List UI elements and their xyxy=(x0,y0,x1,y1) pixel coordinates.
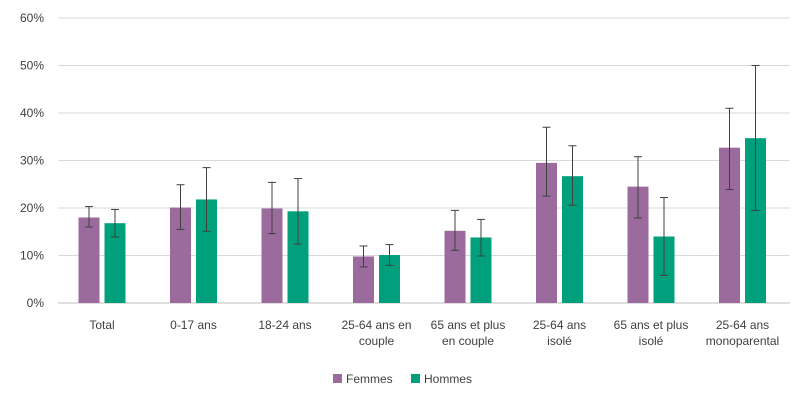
error-bar xyxy=(268,181,276,235)
bar-hommes xyxy=(379,255,400,303)
bar-hommes xyxy=(745,138,766,303)
error-bar xyxy=(385,244,394,266)
bar-femmes xyxy=(536,162,557,303)
x-tick-label: 25-64 ans en couple xyxy=(341,318,411,348)
bar-hommes xyxy=(196,199,217,303)
legend-swatch xyxy=(411,374,420,383)
bar-hommes xyxy=(470,237,492,303)
bar-hommes xyxy=(287,211,309,303)
legend: Femmes Hommes xyxy=(333,372,472,386)
x-tick-label: 0-17 ans xyxy=(170,318,217,332)
bar-hommes xyxy=(104,223,126,303)
bar-femmes xyxy=(78,217,100,303)
error-bar xyxy=(451,209,459,251)
y-tick-label: 0% xyxy=(27,296,45,310)
error-bar xyxy=(85,206,93,228)
error-bar xyxy=(660,197,668,276)
x-axis: Total 0-17 ans 18-24 ans 25-64 ans en couple… xyxy=(89,318,779,348)
error-bar xyxy=(725,107,734,190)
error-bar xyxy=(111,208,119,238)
x-tick-label: 18-24 ans xyxy=(258,318,311,332)
bar-femmes xyxy=(627,186,649,303)
y-axis: 0% 10% 20% 30% 40% 50% 60% xyxy=(20,11,44,310)
error-bar xyxy=(202,167,211,232)
x-tick-label: 25-64 ans isolé xyxy=(533,318,586,348)
error-bar xyxy=(359,245,368,268)
legend-label: Femmes xyxy=(346,372,393,386)
error-bar xyxy=(477,218,485,257)
y-tick-label: 10% xyxy=(20,249,44,263)
x-tick-label: 65 ans et plus isolé xyxy=(614,318,689,348)
error-bar xyxy=(634,156,642,219)
legend-label: Hommes xyxy=(424,372,472,386)
y-tick-label: 40% xyxy=(20,106,44,120)
bar-femmes xyxy=(353,256,374,303)
error-bar xyxy=(294,178,302,245)
plot-area xyxy=(78,138,766,303)
bar-femmes xyxy=(261,208,283,303)
legend-item-femmes: Femmes xyxy=(333,372,393,386)
bar-femmes xyxy=(444,230,466,303)
y-tick-label: 60% xyxy=(20,11,44,25)
error-bars xyxy=(85,65,760,276)
error-bar xyxy=(542,126,551,197)
grid xyxy=(58,17,790,304)
x-tick-label: 25-64 ans monoparental xyxy=(706,318,779,348)
error-bar xyxy=(176,184,185,230)
x-tick-label: Total xyxy=(89,318,114,332)
legend-item-hommes: Hommes xyxy=(411,372,472,386)
error-bar xyxy=(568,145,577,206)
bar-hommes xyxy=(562,176,583,303)
error-bar xyxy=(751,65,760,211)
bar-femmes xyxy=(719,147,740,303)
bar-femmes xyxy=(170,207,191,303)
y-tick-label: 20% xyxy=(20,201,44,215)
x-tick-label: 65 ans et plus en couple xyxy=(431,318,506,348)
y-tick-label: 30% xyxy=(20,154,44,168)
legend-swatch xyxy=(333,374,342,383)
y-tick-label: 50% xyxy=(20,59,44,73)
